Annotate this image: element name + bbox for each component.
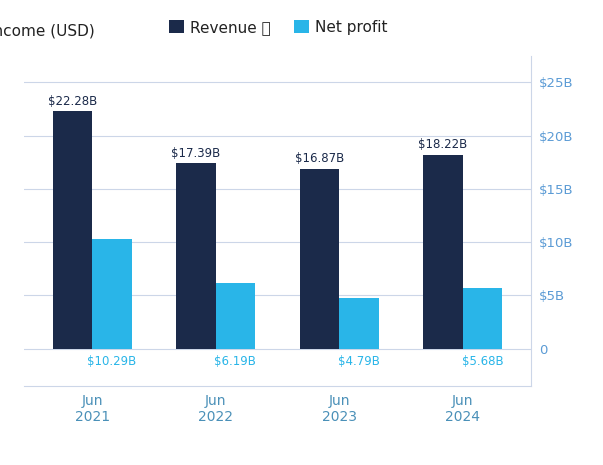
Text: $18.22B: $18.22B <box>418 138 467 151</box>
Text: $6.19B: $6.19B <box>215 355 256 368</box>
Bar <box>339 298 379 349</box>
Bar <box>463 288 502 349</box>
Text: $4.79B: $4.79B <box>338 355 380 368</box>
Bar <box>176 164 216 349</box>
Text: $5.68B: $5.68B <box>462 355 504 368</box>
Text: $10.29B: $10.29B <box>87 355 136 368</box>
Text: $16.87B: $16.87B <box>295 152 344 165</box>
Bar <box>52 112 92 349</box>
Legend: Revenue ⓘ, Net profit: Revenue ⓘ, Net profit <box>168 20 388 35</box>
Text: Income (USD): Income (USD) <box>0 24 95 39</box>
Bar <box>300 169 339 349</box>
Bar <box>92 239 131 349</box>
Bar <box>423 155 463 349</box>
Text: $22.28B: $22.28B <box>48 95 97 108</box>
Text: $17.39B: $17.39B <box>171 147 221 160</box>
Bar <box>216 283 255 349</box>
